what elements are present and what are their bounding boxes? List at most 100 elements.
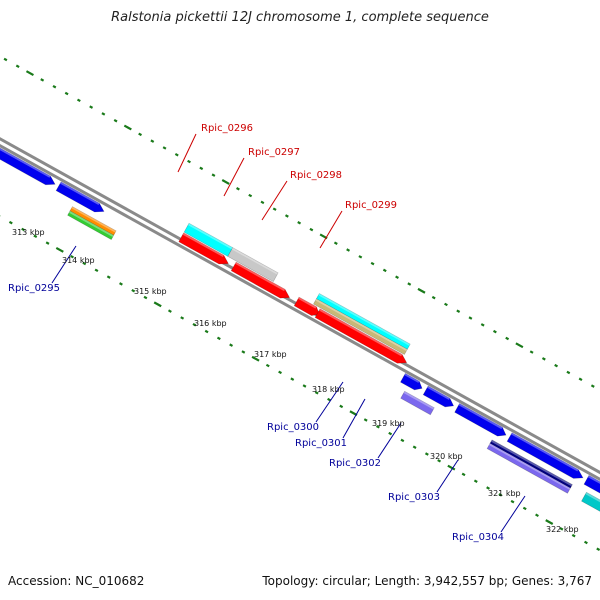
scale-tick-label: 317 kbp	[254, 350, 287, 359]
tick-mark	[370, 261, 375, 266]
tick-mark	[241, 350, 246, 354]
gene-label[interactable]: Rpic_0299	[345, 200, 397, 211]
tick-mark	[180, 316, 185, 320]
leader-line	[500, 495, 526, 533]
rpic-0300-lavender	[400, 390, 435, 416]
tick-mark	[395, 275, 399, 279]
gene-label-layer: Rpic_0295 Rpic_0296 Rpic_0297 Rpic_0298 Rpic…	[8, 123, 504, 543]
scale-tick-label: 322 kbp	[546, 525, 579, 534]
tick-mark	[216, 336, 221, 341]
tick-mark	[284, 214, 289, 218]
leader-line	[223, 157, 245, 197]
tick-mark	[382, 268, 387, 273]
rpic-0300-lavender-highlight	[403, 391, 435, 410]
rpic-0298-red	[293, 296, 320, 316]
tick-mark	[431, 295, 436, 300]
tick-mark	[541, 357, 546, 361]
tick-mark	[515, 342, 524, 349]
tick-mark	[388, 431, 393, 436]
rpic-0296-red	[178, 232, 229, 265]
leader-line	[342, 398, 366, 439]
tick-mark	[510, 499, 515, 504]
tick-mark	[559, 527, 564, 531]
tick-mark	[358, 255, 363, 259]
gene-label[interactable]: Rpic_0300	[267, 422, 319, 433]
tick-mark	[101, 112, 106, 116]
gene-label[interactable]: Rpic_0296	[201, 123, 253, 134]
leader-line	[315, 381, 344, 423]
tick-mark	[375, 425, 380, 429]
scale-tick-label: 321 kbp	[488, 489, 521, 498]
tick-mark	[52, 84, 57, 89]
tick-mark	[3, 57, 8, 62]
tick-mark	[566, 370, 571, 375]
cds-blue-c-highlight	[511, 432, 579, 472]
tick-mark	[492, 329, 497, 334]
rpic-0299-red-highlight	[319, 308, 403, 357]
rpic-0299-khaki-highlight	[315, 298, 408, 351]
rpic-0295-green-highlight	[69, 210, 114, 237]
gene-label[interactable]: Rpic_0297	[248, 147, 300, 158]
tick-mark	[297, 221, 302, 225]
tick-mark	[363, 418, 368, 422]
tick-mark	[211, 173, 216, 177]
tick-mark	[106, 275, 111, 279]
tick-mark	[346, 248, 351, 252]
gene-label[interactable]: Rpic_0298	[290, 170, 342, 181]
outer-tick-track	[3, 57, 595, 388]
gene-label[interactable]: Rpic_0303	[388, 492, 440, 503]
rpic-0302-lavender-highlight	[489, 443, 571, 490]
tick-mark	[167, 309, 172, 313]
rpic-0302-lavender	[486, 442, 571, 494]
tick-mark	[8, 220, 13, 225]
rpic-0297-gray	[227, 247, 279, 283]
sequence-summary-text: Topology: circular; Length: 3,942,557 bp…	[262, 574, 592, 588]
tick-mark	[272, 207, 277, 211]
tick-mark	[174, 153, 179, 157]
tick-mark	[417, 287, 426, 294]
rpic-0295-orange-highlight	[71, 206, 117, 233]
rpic-0297-gray-highlight	[231, 247, 279, 275]
scale-tick-label: 313 kbp	[12, 228, 45, 237]
cds-blue-d-highlight	[587, 475, 600, 484]
rpic-0298-red-highlight	[298, 297, 317, 309]
cds-blue-a-highlight	[427, 386, 450, 400]
tick-mark	[529, 350, 534, 354]
tick-mark	[15, 64, 20, 69]
tick-mark	[314, 391, 319, 395]
cds-small-blue-highlight	[404, 373, 420, 383]
tick-mark	[505, 336, 510, 341]
tick-mark	[199, 166, 204, 171]
backbone-line	[0, 143, 600, 482]
cds-blue-b	[454, 403, 507, 437]
inner-tick-track	[0, 215, 600, 552]
rpic-0297-red-highlight	[235, 262, 285, 292]
tick-mark	[290, 377, 295, 381]
gene-label[interactable]: Rpic_0304	[452, 532, 504, 543]
tick-mark	[76, 98, 81, 103]
tick-mark	[447, 464, 456, 471]
tick-mark	[468, 316, 473, 320]
rpic-0295-green	[67, 210, 115, 241]
leader-line	[51, 245, 77, 284]
tick-mark	[265, 363, 270, 368]
tick-mark	[554, 363, 559, 368]
gene-label[interactable]: Rpic_0301	[295, 438, 347, 449]
cds-upstream-1	[0, 147, 56, 186]
leader-line	[319, 210, 343, 249]
tick-mark	[278, 370, 282, 375]
tick-mark	[486, 486, 490, 490]
tick-mark	[444, 302, 448, 307]
feature-layer	[0, 147, 600, 512]
gene-label[interactable]: Rpic_0302	[329, 458, 381, 469]
leader-line	[261, 180, 288, 221]
backbone-line	[0, 137, 600, 475]
rpic-0296-red-highlight	[182, 232, 224, 257]
gene-label[interactable]: Rpic_0295	[8, 283, 60, 294]
tick-mark	[251, 355, 260, 362]
tick-mark	[590, 384, 595, 388]
tick-mark	[400, 438, 405, 443]
leader-line	[177, 133, 197, 173]
leader-line	[377, 422, 402, 459]
